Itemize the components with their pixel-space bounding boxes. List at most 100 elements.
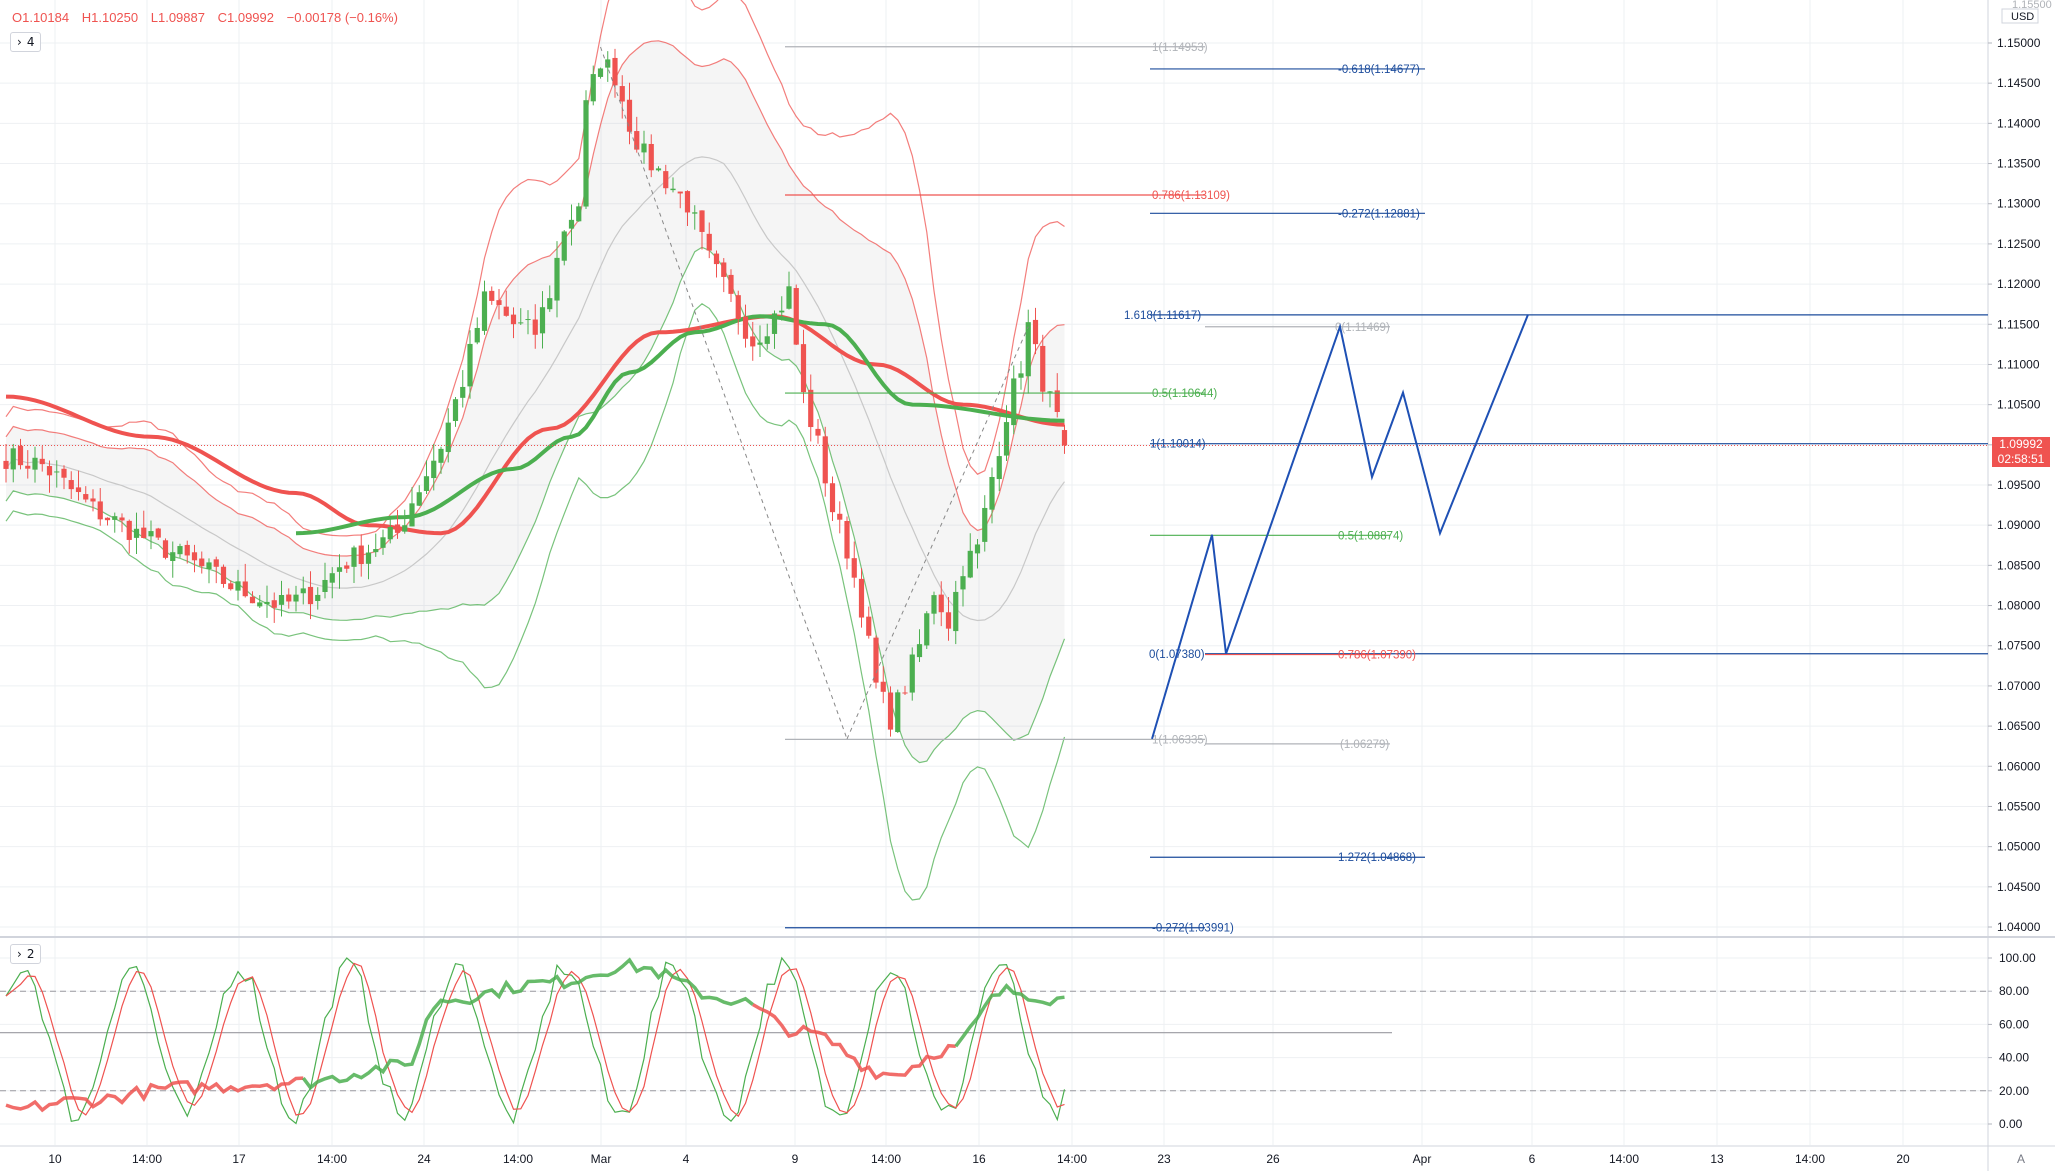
indicator-count: 4 bbox=[26, 35, 35, 49]
fib-level-label: 1.272(1.04868) bbox=[1338, 852, 1416, 864]
candle-body bbox=[336, 567, 343, 572]
candle-body bbox=[561, 231, 567, 261]
candle-body bbox=[90, 498, 96, 502]
open-value: O1.10184 bbox=[12, 10, 70, 25]
candle-body bbox=[735, 295, 741, 319]
close-value: C1.09992 bbox=[217, 10, 274, 25]
candle-body bbox=[10, 448, 16, 470]
candle-body bbox=[68, 480, 74, 490]
fast-moving-average bbox=[295, 314, 1065, 536]
candle-body bbox=[648, 143, 654, 171]
candle-body bbox=[525, 319, 531, 321]
candle-body bbox=[590, 74, 596, 102]
candle-body bbox=[300, 588, 306, 594]
time-tick-label: 14:00 bbox=[871, 1152, 901, 1166]
fib-level-label: 1(1.14953) bbox=[1152, 42, 1208, 54]
candle-body bbox=[880, 681, 886, 692]
time-tick-label: 9 bbox=[792, 1152, 799, 1166]
time-tick-label: Mar bbox=[591, 1152, 612, 1166]
time-tick-label: 14:00 bbox=[132, 1152, 162, 1166]
candle-body bbox=[931, 595, 937, 614]
time-tick-label: 14:00 bbox=[503, 1152, 533, 1166]
price-tick-label: 1.09500 bbox=[1997, 478, 2041, 492]
candle-body bbox=[119, 517, 125, 521]
candle-body bbox=[1054, 390, 1060, 412]
price-tick-label: 1.06500 bbox=[1997, 719, 2041, 733]
candle-body bbox=[837, 513, 843, 520]
candle-body bbox=[1032, 319, 1039, 345]
auto-scale-toggle[interactable]: A bbox=[2017, 1152, 2025, 1166]
candle-body bbox=[612, 57, 618, 86]
oscillator-pane bbox=[0, 956, 1988, 1125]
candle-body bbox=[445, 422, 451, 452]
candle-body bbox=[1047, 391, 1053, 393]
grid bbox=[0, 0, 1988, 1145]
candle-body bbox=[97, 501, 103, 520]
currency-label: USD bbox=[2011, 11, 2034, 23]
time-tick-label: 16 bbox=[972, 1152, 986, 1166]
candle-body bbox=[416, 492, 422, 506]
currency-box bbox=[2001, 8, 2039, 24]
candle-body bbox=[554, 257, 560, 301]
time-tick-label: 14:00 bbox=[1795, 1152, 1825, 1166]
candle-body bbox=[822, 436, 828, 484]
fib-trend-line bbox=[600, 46, 848, 740]
price-tick-label: 1.08500 bbox=[1997, 558, 2041, 572]
candle-body bbox=[358, 545, 364, 565]
price-tick-label: 1.07500 bbox=[1997, 639, 2041, 653]
main-pane-indicators-toggle[interactable]: › 4 bbox=[10, 32, 42, 52]
fib-level-label: 0(1.11469) bbox=[1335, 322, 1390, 334]
candle-body bbox=[982, 507, 988, 542]
candle-body bbox=[402, 525, 408, 532]
price-tick-label: 1.12000 bbox=[1997, 277, 2041, 291]
change-value: −0.00178 (−0.16%) bbox=[286, 10, 398, 25]
candle-body bbox=[170, 552, 176, 562]
candle-body bbox=[829, 483, 836, 513]
fib-trend-line bbox=[846, 326, 1029, 740]
candle-body bbox=[32, 457, 38, 470]
candle-body bbox=[307, 586, 314, 605]
osc-slow-line-green bbox=[301, 957, 1065, 1091]
candle-body bbox=[851, 558, 857, 578]
candles bbox=[3, 48, 1068, 737]
candle-body bbox=[974, 544, 981, 554]
time-tick-label: 24 bbox=[417, 1152, 431, 1166]
price-tick-label: 1.04500 bbox=[1997, 880, 2041, 894]
candle-body bbox=[235, 581, 241, 591]
candle-body bbox=[1003, 422, 1010, 456]
candle-body bbox=[184, 544, 190, 556]
candle-body bbox=[365, 552, 372, 564]
candle-body bbox=[17, 445, 24, 466]
candle-body bbox=[873, 637, 879, 683]
candle-body bbox=[713, 253, 720, 265]
time-tick-label: 10 bbox=[48, 1152, 62, 1166]
candle-body bbox=[677, 191, 683, 194]
price-tick-label: 1.05000 bbox=[1997, 840, 2041, 854]
lower-inner-band bbox=[5, 246, 1066, 764]
fib-level-label: 0.786(1.13109) bbox=[1152, 190, 1230, 202]
candle-body bbox=[242, 581, 248, 597]
candle-body bbox=[576, 206, 582, 222]
candle-body bbox=[213, 559, 219, 567]
candle-body bbox=[1040, 345, 1046, 392]
time-tick-label: 4 bbox=[683, 1152, 690, 1166]
candle-body bbox=[619, 86, 625, 102]
slow-moving-average bbox=[5, 314, 1065, 536]
price-tick-label: 1.10500 bbox=[1997, 398, 2041, 412]
projected-pattern bbox=[1151, 314, 1529, 740]
candle-body bbox=[771, 313, 778, 334]
candle-body bbox=[409, 503, 415, 527]
candle-body bbox=[394, 524, 401, 533]
candle-body bbox=[938, 594, 944, 613]
indicator-count: 2 bbox=[26, 947, 35, 961]
candle-body bbox=[597, 68, 604, 77]
candle-body bbox=[112, 516, 118, 520]
candle-body bbox=[634, 131, 640, 150]
candle-body bbox=[996, 456, 1002, 480]
candle-body bbox=[373, 549, 379, 553]
candle-body bbox=[663, 171, 669, 189]
sub-pane-indicators-toggle[interactable]: › 2 bbox=[10, 944, 42, 964]
fib-level-label: 1(1.10014) bbox=[1150, 439, 1206, 451]
candle-body bbox=[539, 307, 546, 334]
